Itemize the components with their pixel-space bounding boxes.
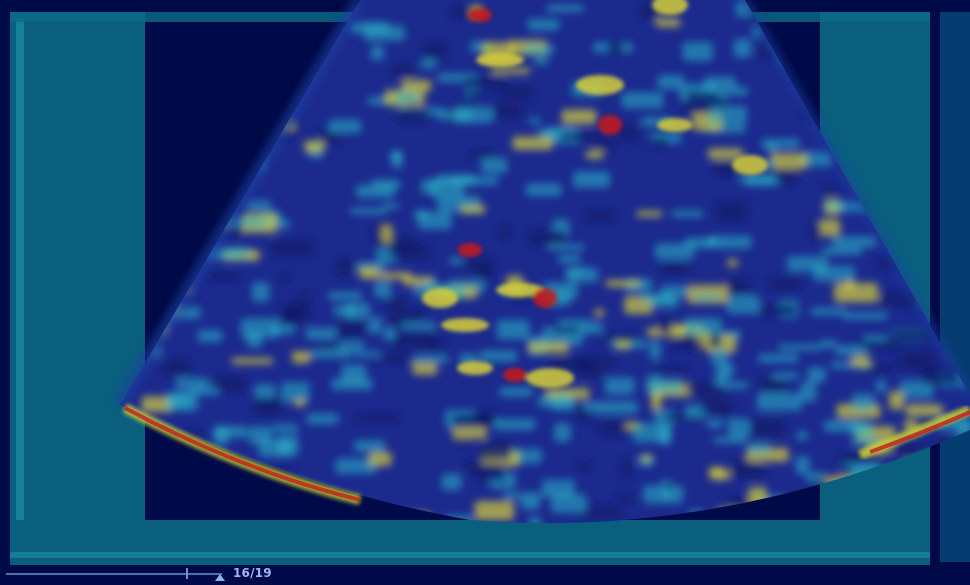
- scrubber-track[interactable]: [6, 573, 222, 575]
- left-panel: [10, 12, 145, 562]
- frame-counter: 16/19: [233, 566, 272, 580]
- scrubber-tick: [186, 568, 188, 579]
- scrubber-handle-icon[interactable]: [215, 574, 225, 581]
- frame-scrubber[interactable]: 16/19: [0, 559, 320, 585]
